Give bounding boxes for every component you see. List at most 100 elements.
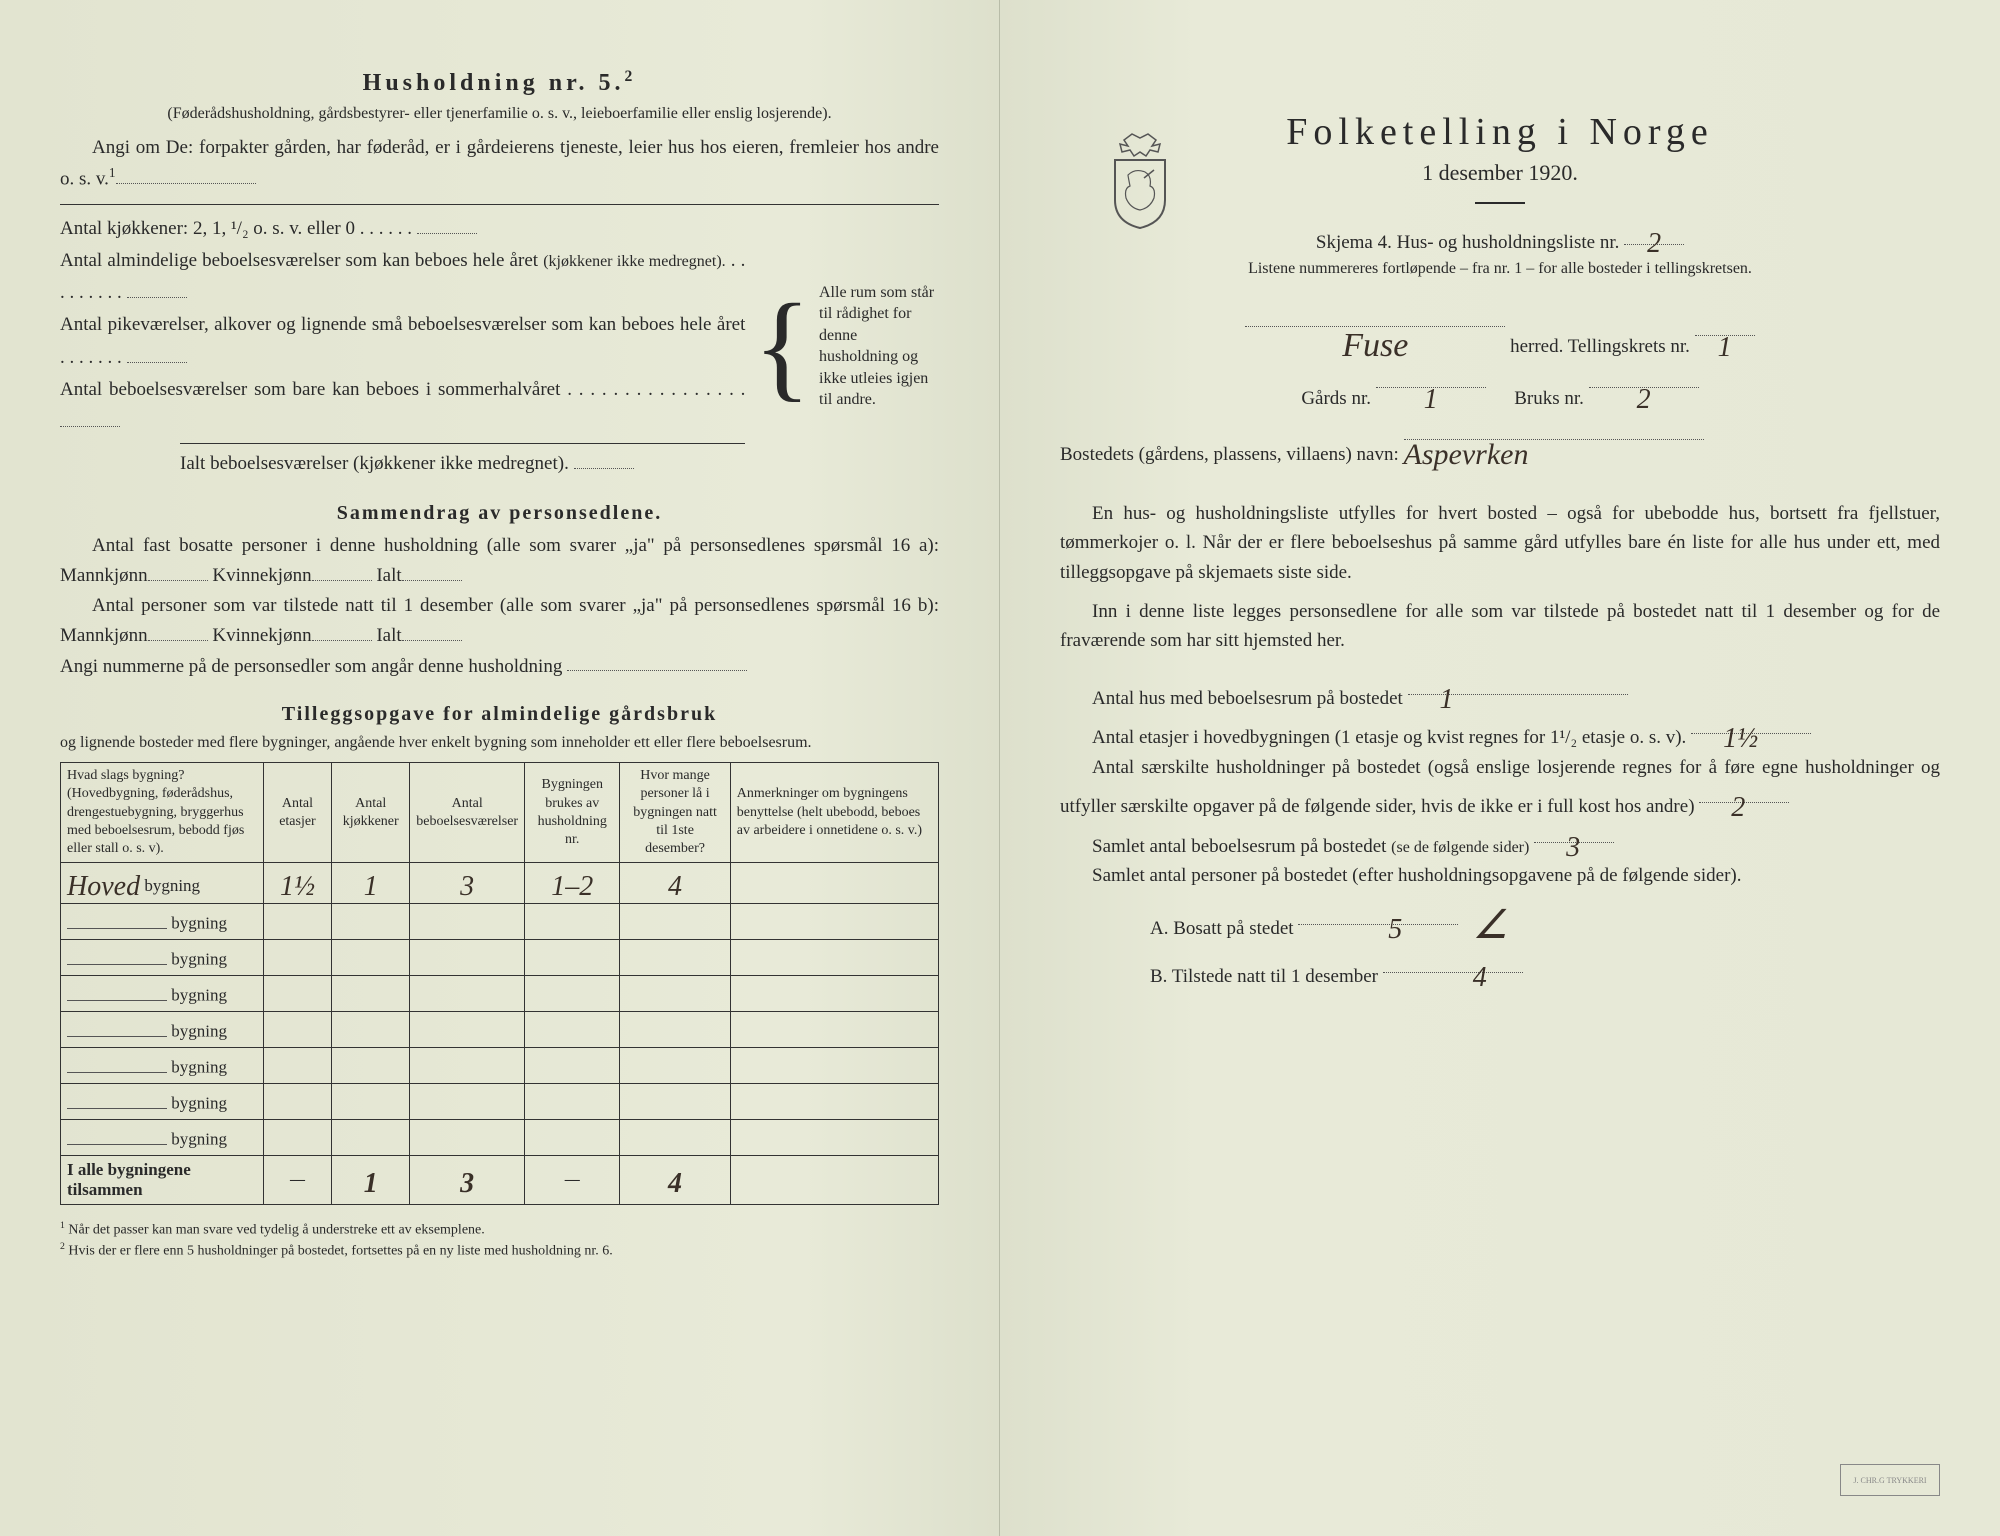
- angi-nummer-line: Angi nummerne på de personsedler som ang…: [60, 651, 939, 681]
- angi-nummer-fill: [567, 651, 747, 672]
- empty-fill: [67, 1018, 167, 1037]
- q3-label: Antal særskilte husholdninger på bostede…: [1060, 757, 1940, 817]
- listene-line: Listene nummereres fortløpende – fra nr.…: [1060, 260, 1940, 278]
- row1-label: Hoved bygning: [61, 863, 264, 904]
- brace-text: Alle rum som står til rådighet for denne…: [819, 282, 939, 412]
- subtitle: 1 desember 1920.: [1060, 160, 1940, 204]
- q4-val: 3: [1566, 832, 1580, 863]
- krets-fill: 1: [1695, 315, 1755, 336]
- col-2: Antal kjøkkener: [332, 763, 410, 863]
- empty-row-label: bygning: [61, 1120, 264, 1156]
- total-rooms-label: Ialt beboelsesværelser (kjøkkener ikke m…: [180, 453, 569, 474]
- qA-label: A. Bosatt på stedet: [1150, 918, 1294, 939]
- bosted-val: Aspevrken: [1404, 438, 1529, 471]
- table-row: bygning: [61, 940, 939, 976]
- qA: A. Bosatt på stedet 5 ∠: [1060, 890, 1940, 952]
- summary-2b: Kvinnekjønn: [212, 625, 311, 646]
- left-page: Husholdning nr. 5.2 (Føderådshusholdning…: [0, 0, 1000, 1536]
- r1c5: 4: [620, 863, 730, 904]
- qB-fill: 4: [1383, 952, 1523, 973]
- table-row: bygning: [61, 1048, 939, 1084]
- col-3: Antal beboelsesværelser: [410, 763, 525, 863]
- footnote-1: 1 Når det passer kan man svare ved tydel…: [60, 1219, 939, 1240]
- table-body: Hoved bygning 1½ 1 3 1–2 4 bygning bygni…: [61, 863, 939, 1205]
- tillegg-sub: og lignende bosteder med flere bygninger…: [60, 732, 939, 754]
- summary-line-2: Antal personer som var tilstede natt til…: [60, 591, 939, 651]
- r1c5-v: 4: [668, 871, 682, 902]
- q1-fill: 1: [1408, 674, 1628, 695]
- divider: [60, 204, 939, 205]
- para1: En hus- og husholdningsliste utfylles fo…: [1060, 499, 1940, 587]
- summer-rooms-line: Antal beboelsesværelser som bare kan beb…: [60, 374, 745, 439]
- rooms-year-note: (kjøkkener ikke medregnet).: [543, 253, 725, 270]
- empty-row-label: bygning: [61, 1012, 264, 1048]
- skjema-line: Skjema 4. Hus- og husholdningsliste nr. …: [1060, 224, 1940, 254]
- t4: —: [525, 1156, 620, 1205]
- bruks-val: 2: [1637, 384, 1651, 415]
- empty-row-label: bygning: [61, 976, 264, 1012]
- t6: [730, 1156, 938, 1205]
- kitchens-fill: [417, 213, 477, 234]
- q2-fill: 1½: [1691, 713, 1811, 734]
- table-row: bygning: [61, 976, 939, 1012]
- summary-m1: [148, 560, 208, 581]
- bruks-label: Bruks nr.: [1514, 388, 1584, 409]
- q4-note: (se de følgende sider): [1391, 839, 1529, 856]
- table-header-row: Hvad slags bygning? (Hovedbygning, føder…: [61, 763, 939, 863]
- herred-line: Fuse herred. Tellingskrets nr. 1: [1060, 306, 1940, 367]
- summary-k1: [312, 560, 372, 581]
- rooms-divider: [180, 443, 745, 444]
- summer-rooms-fill: [60, 406, 120, 427]
- bosted-label: Bostedets (gårdens, plassens, villaens) …: [1060, 444, 1399, 465]
- empty-row-label: bygning: [61, 940, 264, 976]
- krets-val: 1: [1718, 332, 1732, 363]
- kitchens-line: Antal kjøkkener: 2, 1, ¹/₂ o. s. v. elle…: [60, 213, 745, 245]
- skjema-val: 2: [1647, 228, 1661, 259]
- empty-row-label: bygning: [61, 904, 264, 940]
- maid-rooms-line: Antal pikeværelser, alkover og lignende …: [60, 309, 745, 374]
- q2-val: 1½: [1723, 723, 1758, 754]
- row1-hand: Hoved: [67, 871, 140, 902]
- herred-val: Fuse: [1342, 327, 1408, 364]
- suffix: bygning: [171, 986, 227, 1005]
- household-heading-text: Husholdning nr. 5.: [363, 70, 625, 96]
- para2: Inn i denne liste legges personsedlene f…: [1060, 597, 1940, 656]
- footnote-2: 2 Hvis der er flere enn 5 husholdninger …: [60, 1240, 939, 1261]
- gards-label: Gårds nr.: [1301, 388, 1371, 409]
- footnote-2-text: Hvis der er flere enn 5 husholdninger på…: [68, 1244, 612, 1259]
- empty-row-label: bygning: [61, 1048, 264, 1084]
- suffix: bygning: [171, 914, 227, 933]
- summary-k2: [312, 620, 372, 641]
- t5v: 4: [668, 1168, 682, 1199]
- qA-check: ∠: [1473, 902, 1509, 947]
- t2: 1: [332, 1156, 410, 1205]
- rooms-block: Antal kjøkkener: 2, 1, ¹/₂ o. s. v. elle…: [60, 213, 939, 480]
- empty-fill: [67, 946, 167, 965]
- skjema-fill: 2: [1624, 224, 1684, 245]
- r1c3: 3: [410, 863, 525, 904]
- q1-label: Antal hus med beboelsesrum på bostedet: [1092, 688, 1403, 709]
- main-title: Folketelling i Norge: [1060, 110, 1940, 154]
- household-heading-sup: 2: [625, 68, 637, 85]
- building-table: Hvad slags bygning? (Hovedbygning, føder…: [60, 762, 939, 1205]
- r1c6: [730, 863, 938, 904]
- crest-svg: [1100, 130, 1180, 230]
- printer-stamp: J. CHR.G TRYKKERI: [1840, 1464, 1940, 1496]
- summary-2c: Ialt: [376, 625, 401, 646]
- gards-val: 1: [1424, 384, 1438, 415]
- table-row: Hoved bygning 1½ 1 3 1–2 4: [61, 863, 939, 904]
- table-row: bygning: [61, 1012, 939, 1048]
- rooms-year-label: Antal almindelige beboelsesværelser som …: [60, 250, 538, 271]
- empty-fill: [67, 1054, 167, 1073]
- coat-of-arms-icon: [1100, 130, 1180, 230]
- t3v: 3: [460, 1168, 474, 1199]
- tillegg-heading: Tilleggsopgave for almindelige gårdsbruk: [60, 703, 939, 726]
- q1: Antal hus med beboelsesrum på bostedet 1: [1060, 674, 1940, 713]
- q1-val: 1: [1440, 684, 1454, 715]
- empty-fill: [67, 910, 167, 929]
- angi-om-de: Angi om De: forpakter gården, har føderå…: [60, 133, 939, 193]
- qA-fill: 5: [1298, 904, 1458, 925]
- t5: 4: [620, 1156, 730, 1205]
- totals-row: I alle bygningene tilsammen — 1 3 — 4: [61, 1156, 939, 1205]
- herred-fill: Fuse: [1245, 306, 1505, 327]
